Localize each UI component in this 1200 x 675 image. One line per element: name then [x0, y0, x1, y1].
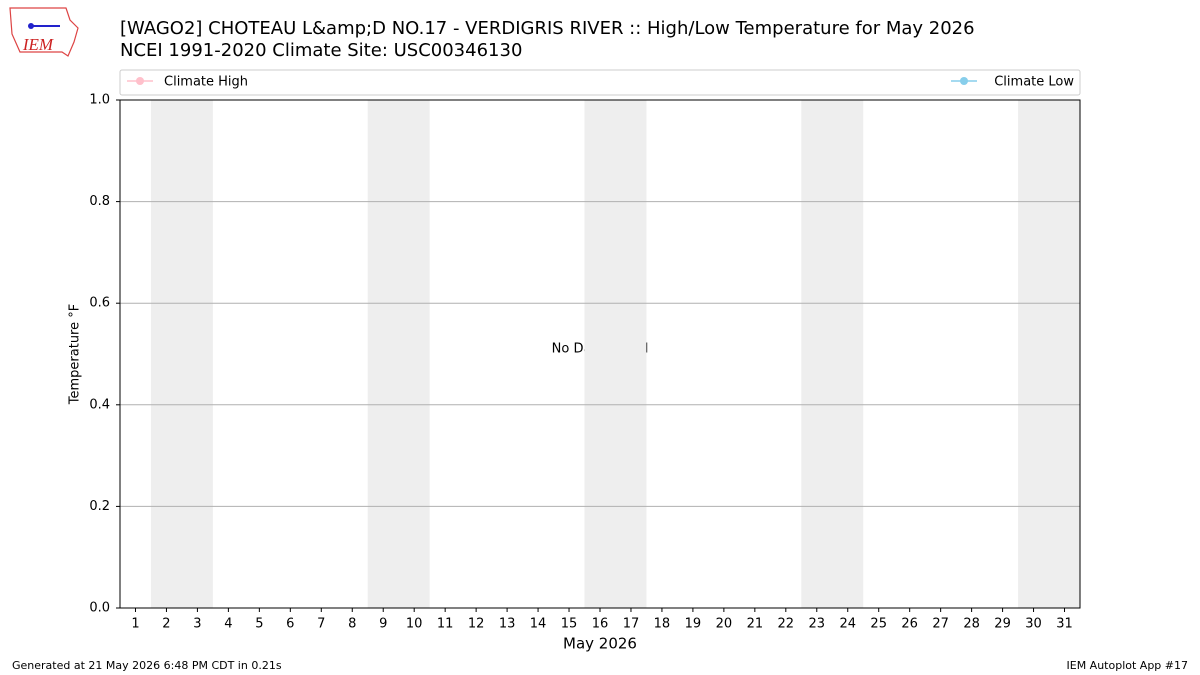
y-axis-label: Temperature °F	[68, 304, 83, 405]
plot-frame	[119, 99, 1081, 609]
x-tick-label: 18	[654, 617, 671, 632]
legend-label: Climate Low	[994, 75, 1074, 90]
x-tick-label: 9	[379, 617, 387, 632]
logo-text: IEM	[22, 35, 54, 54]
x-tick-label: 15	[561, 617, 578, 632]
x-tick-label: 26	[901, 617, 918, 632]
x-tick-label: 13	[499, 617, 516, 632]
x-tick-label: 11	[437, 617, 454, 632]
y-tick-label: 0.4	[89, 397, 110, 412]
weekend-band	[801, 100, 864, 608]
x-tick-label: 30	[1025, 617, 1042, 632]
chart-title: [WAGO2] CHOTEAU L&amp;D NO.17 - VERDIGRI…	[120, 18, 975, 39]
x-tick-label: 28	[963, 617, 980, 632]
logo: IEM	[9, 7, 79, 57]
x-tick-label: 17	[623, 617, 640, 632]
weekend-band	[1018, 100, 1080, 608]
y-tick-label: 0.2	[89, 499, 110, 514]
chart-subtitle: NCEI 1991-2020 Climate Site: USC00346130	[120, 40, 522, 61]
legend-frame	[119, 69, 1081, 96]
x-tick-label: 20	[716, 617, 733, 632]
legend-label: Climate High	[164, 75, 248, 90]
x-tick-label: 29	[994, 617, 1011, 632]
x-tick-label: 7	[317, 617, 325, 632]
x-tick-label: 22	[778, 617, 795, 632]
x-tick-label: 19	[685, 617, 702, 632]
legend-marker	[960, 77, 968, 85]
x-tick-label: 14	[530, 617, 547, 632]
footer-right: IEM Autoplot App #17	[1067, 659, 1189, 672]
x-tick-label: 3	[193, 617, 201, 632]
x-tick-label: 4	[224, 617, 232, 632]
footer-left: Generated at 21 May 2026 6:48 PM CDT in …	[12, 659, 282, 672]
x-tick-label: 23	[809, 617, 826, 632]
x-tick-label: 1	[131, 617, 139, 632]
x-tick-label: 5	[255, 617, 263, 632]
x-tick-label: 10	[406, 617, 423, 632]
x-tick-label: 8	[348, 617, 356, 632]
legend-marker	[136, 77, 144, 85]
logo-icon	[28, 23, 34, 29]
x-tick-label: 25	[870, 617, 887, 632]
x-tick-label: 12	[468, 617, 485, 632]
x-axis-label: May 2026	[563, 635, 637, 653]
x-tick-label: 2	[162, 617, 170, 632]
weekend-band	[150, 100, 213, 608]
weekend-band	[584, 100, 647, 608]
y-tick-label: 1.0	[89, 93, 110, 108]
y-tick-label: 0.6	[89, 296, 110, 311]
x-tick-label: 27	[932, 617, 949, 632]
x-tick-label: 24	[839, 617, 856, 632]
weekend-band	[367, 100, 430, 608]
x-tick-label: 21	[747, 617, 764, 632]
x-tick-label: 31	[1056, 617, 1073, 632]
x-tick-label: 16	[592, 617, 609, 632]
y-tick-label: 0.0	[89, 601, 110, 616]
logo-outline	[9, 7, 79, 57]
y-tick-label: 0.8	[89, 194, 110, 209]
x-tick-label: 6	[286, 617, 294, 632]
